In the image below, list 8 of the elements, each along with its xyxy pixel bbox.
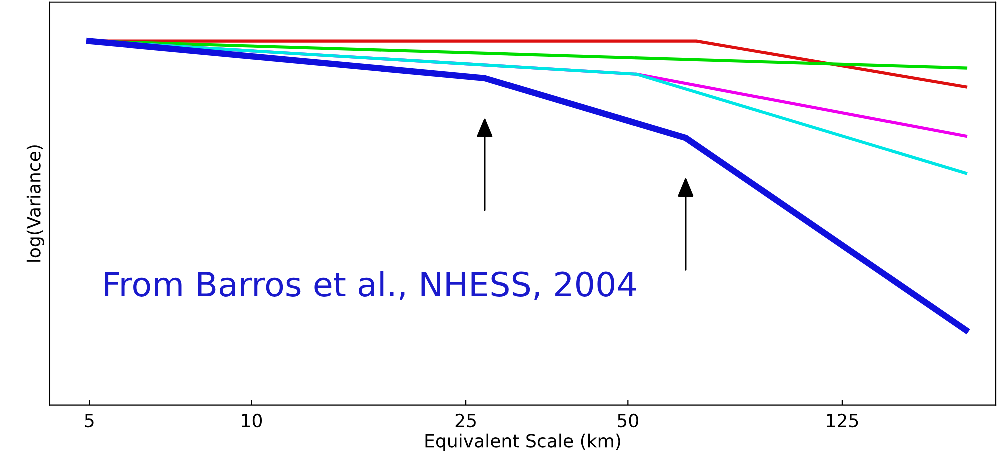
x-tick-label: 50 [618,414,638,428]
x-axis-title: Equivalent Scale (km) [426,434,620,452]
y-axis-title: log(Variance) [26,146,44,262]
annotation: From Barros et al., NHESS, 2004 [105,271,636,300]
x-tick-label: 5 [85,414,94,428]
x-tick-label: 125 [827,414,858,428]
x-tick-label: 25 [456,414,476,428]
x-tick-label: 10 [242,414,262,428]
